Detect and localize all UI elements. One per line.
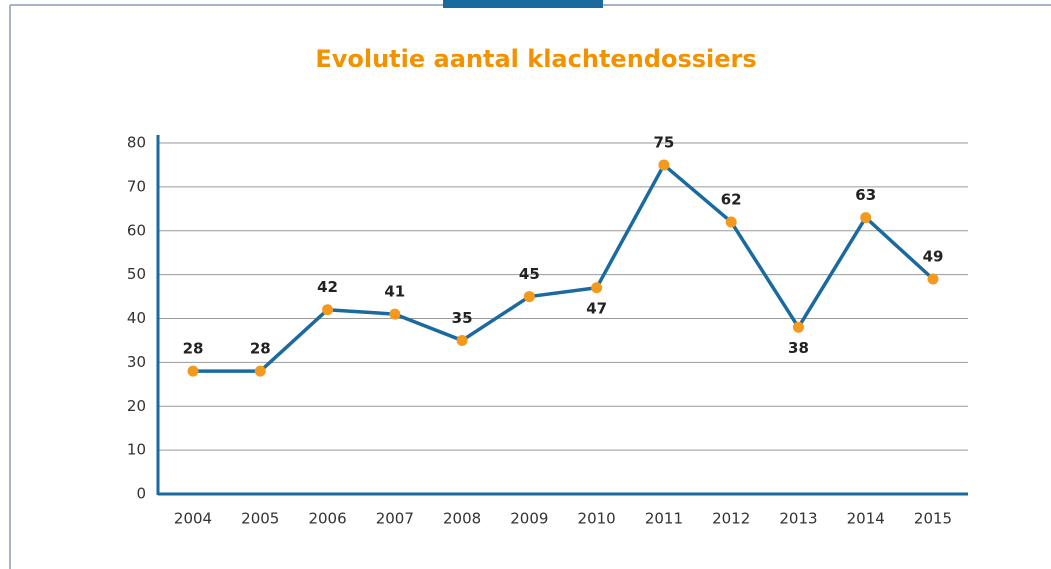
marker xyxy=(322,304,334,316)
y-tick-label: 0 xyxy=(136,485,146,503)
value-label: 28 xyxy=(183,340,204,358)
marker xyxy=(591,282,603,294)
y-tick-label: 10 xyxy=(127,441,146,459)
x-tick-label: 2009 xyxy=(510,510,548,528)
value-label: 45 xyxy=(519,265,540,283)
x-tick-label: 2007 xyxy=(376,510,414,528)
marker xyxy=(254,365,266,377)
x-tick-label: 2004 xyxy=(174,510,212,528)
value-label: 28 xyxy=(250,340,271,358)
x-tick-label: 2011 xyxy=(645,510,683,528)
value-label: 35 xyxy=(452,309,473,327)
y-tick-label: 30 xyxy=(127,353,146,371)
marker xyxy=(792,321,804,333)
x-tick-label: 2008 xyxy=(443,510,481,528)
y-tick-label: 60 xyxy=(127,221,146,239)
x-tick-label: 2006 xyxy=(308,510,346,528)
y-tick-label: 50 xyxy=(127,265,146,283)
x-tick-label: 2010 xyxy=(578,510,616,528)
value-label: 42 xyxy=(317,278,338,296)
value-label: 49 xyxy=(923,248,944,266)
marker xyxy=(927,273,939,285)
marker xyxy=(456,334,468,346)
value-label: 63 xyxy=(855,186,876,204)
tab xyxy=(443,0,603,8)
x-tick-label: 2014 xyxy=(847,510,885,528)
x-tick-label: 2012 xyxy=(712,510,750,528)
line xyxy=(193,163,935,373)
marker xyxy=(725,216,737,228)
value-label: 62 xyxy=(721,190,742,208)
value-label: 38 xyxy=(788,339,809,357)
value-label: 47 xyxy=(586,299,607,317)
y-tick-label: 20 xyxy=(127,397,146,415)
chart-title: Evolutie aantal klachtendossiers xyxy=(315,45,756,73)
x-tick-label: 2015 xyxy=(914,510,952,528)
marker xyxy=(658,159,670,171)
y-tick-label: 80 xyxy=(127,134,146,152)
marker xyxy=(187,365,199,377)
value-label: 41 xyxy=(384,283,405,301)
y-tick-label: 70 xyxy=(127,177,146,195)
value-label: 75 xyxy=(653,133,674,151)
y-tick-label: 40 xyxy=(127,309,146,327)
marker xyxy=(389,308,401,320)
marker xyxy=(860,212,872,224)
marker xyxy=(523,291,535,303)
x-tick-label: 2013 xyxy=(779,510,817,528)
x-tick-label: 2005 xyxy=(241,510,279,528)
